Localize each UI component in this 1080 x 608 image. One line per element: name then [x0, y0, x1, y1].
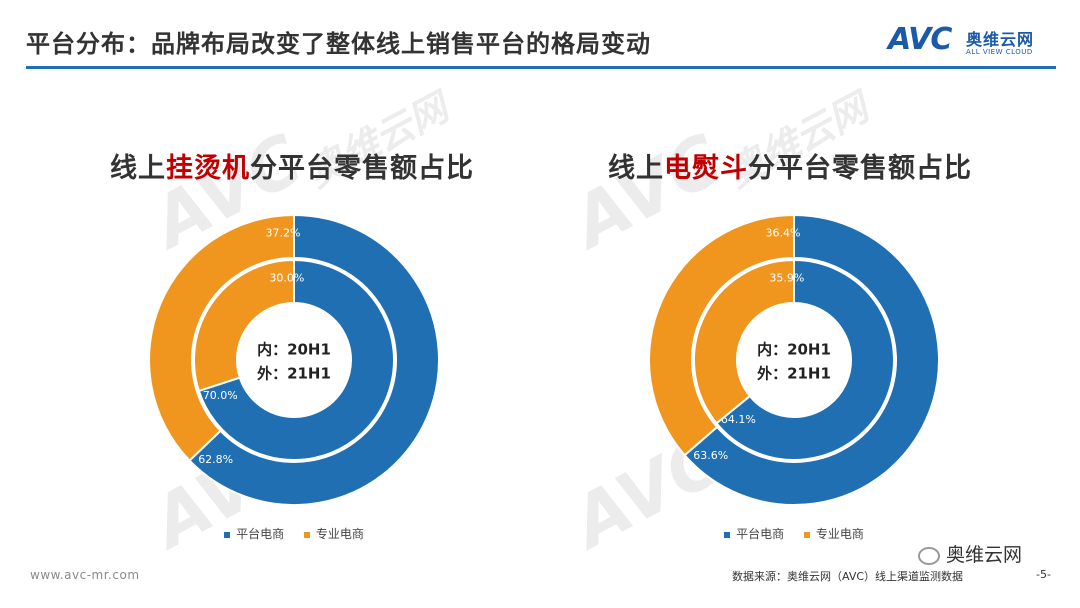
- logo-chinese-name: 奥维云网: [966, 30, 1035, 49]
- inner-ring-slice-professional: [693, 258, 795, 425]
- outer-ring-label-professional: 37.2%: [265, 226, 300, 239]
- chart-legend: 平台电商 专业电商: [144, 525, 444, 542]
- wechat-icon: [918, 546, 940, 565]
- outer-ring-label-professional: 36.4%: [765, 226, 800, 239]
- legend-item-platform: 平台电商: [224, 525, 284, 542]
- website-url: www.avc-mr.com: [30, 568, 140, 582]
- chart-legend: 平台电商 专业电商: [644, 525, 944, 542]
- header-divider: [26, 66, 1056, 69]
- data-source-note: 数据来源：奥维云网（AVC）线上渠道监测数据: [732, 570, 964, 583]
- inner-ring-label-professional: 30.0%: [269, 271, 304, 284]
- legend-swatch-platform: [724, 531, 731, 538]
- legend-swatch-platform: [224, 531, 231, 538]
- chart-title-highlight: 电熨斗: [664, 153, 748, 184]
- donut-chart-iron: 64.1% 35.9% 63.6% 36.4% 内：20H1 外：21H1: [648, 213, 940, 506]
- chart-title-garment-steamer: 线上挂烫机分平台零售额占比: [82, 146, 502, 185]
- donut-chart-garment-steamer: 70.0% 30.0% 62.8% 37.2% 内：20H1 外：21H1: [148, 213, 440, 506]
- inner-ring-label-platform: 64.1%: [721, 413, 756, 426]
- legend-label: 专业电商: [315, 527, 364, 541]
- wechat-name: 奥维云网: [946, 544, 1023, 566]
- legend-swatch-professional: [803, 531, 810, 538]
- page-number: -5-: [1036, 568, 1051, 581]
- inner-ring-label-professional: 35.9%: [769, 271, 804, 284]
- inner-ring-slice-platform: [197, 258, 395, 461]
- center-ring-legend: 内：20H1: [257, 341, 331, 359]
- inner-ring-slice-platform: [715, 258, 895, 461]
- avc-logo: AVC 奥维云网 ALL VIEW CLOUD: [888, 18, 1058, 62]
- inner-ring-label-platform: 70.0%: [203, 389, 238, 402]
- inner-ring-slice-professional: [193, 258, 295, 393]
- logo-mark: AVC: [888, 22, 952, 57]
- logo-english-name: ALL VIEW CLOUD: [966, 48, 1033, 56]
- chart-title-iron: 线上电熨斗分平台零售额占比: [580, 146, 1000, 185]
- chart-title-prefix: 线上: [110, 153, 166, 184]
- chart-title-suffix: 分平台零售额占比: [250, 153, 474, 184]
- legend-item-professional: 专业电商: [303, 525, 364, 542]
- outer-ring-label-platform: 62.8%: [198, 453, 233, 466]
- outer-ring-slice-professional: [148, 213, 295, 462]
- chart-title-prefix: 线上: [608, 153, 664, 184]
- chart-title-suffix: 分平台零售额占比: [748, 153, 972, 184]
- wechat-account: 奥维云网: [918, 540, 1022, 567]
- chart-title-highlight: 挂烫机: [166, 153, 250, 184]
- outer-ring-slice-platform: [188, 213, 440, 506]
- legend-swatch-professional: [303, 531, 310, 538]
- center-ring-legend: 内：20H1: [757, 341, 831, 359]
- center-ring-legend: 外：21H1: [756, 365, 831, 383]
- center-ring-legend: 外：21H1: [256, 365, 331, 383]
- legend-label: 平台电商: [736, 527, 785, 541]
- page-title: 平台分布：品牌布局改变了整体线上销售平台的格局变动: [26, 30, 651, 58]
- legend-item-professional: 专业电商: [803, 525, 864, 542]
- legend-label: 专业电商: [815, 527, 864, 541]
- legend-item-platform: 平台电商: [724, 525, 784, 542]
- outer-ring-slice-platform: [683, 213, 940, 506]
- outer-ring-label-platform: 63.6%: [693, 449, 728, 462]
- outer-ring-slice-professional: [648, 213, 795, 457]
- legend-label: 平台电商: [236, 527, 285, 541]
